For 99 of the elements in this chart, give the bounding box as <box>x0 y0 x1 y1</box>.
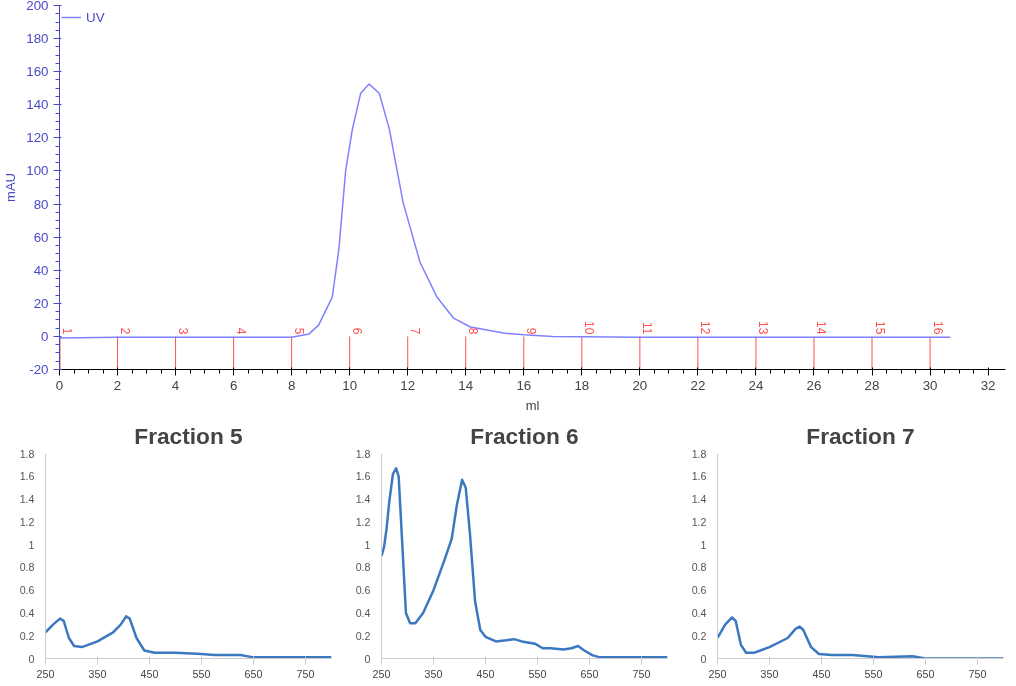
y-tick-label: 1.4 <box>691 493 707 506</box>
annotation: 10 <box>582 321 597 335</box>
x-tick-label: 250 <box>708 667 727 680</box>
y-tick-label: 80 <box>33 196 49 212</box>
x-tick-label: 8 <box>287 377 296 393</box>
y-tick-label: 40 <box>33 262 49 278</box>
y-tick-label: 0.4 <box>355 606 371 619</box>
x-tick-label: 350 <box>760 667 779 680</box>
y-tick-label: 160 <box>26 64 49 80</box>
x-tick-label: 32 <box>980 377 996 393</box>
y-tick-label: 0.6 <box>691 584 707 597</box>
y-tick-label: 0 <box>28 652 35 665</box>
y-axis-title: mAU <box>3 173 19 202</box>
y-tick-label: 1.2 <box>355 515 371 528</box>
y-tick-label: 1 <box>364 538 371 551</box>
x-tick-label: 6 <box>229 377 238 393</box>
y-tick-label: 120 <box>26 130 49 146</box>
x-tick-label: 450 <box>140 667 159 680</box>
y-tick-label: 1 <box>700 538 707 551</box>
annotation: 7 <box>408 327 423 335</box>
y-tick-label: 0.8 <box>691 561 707 574</box>
x-tick-label: 4 <box>171 377 180 393</box>
x-tick-label: 20 <box>632 377 648 393</box>
x-tick-label: 350 <box>88 667 107 680</box>
x-tick-label: 650 <box>244 667 263 680</box>
y-tick-label: 0.2 <box>355 629 371 642</box>
y-tick-label: 180 <box>26 31 49 47</box>
y-tick-label: 0.6 <box>355 584 371 597</box>
annotation: 15 <box>872 321 887 335</box>
x-tick-label: 750 <box>296 667 315 680</box>
x-axis-title: ml <box>525 397 540 413</box>
x-tick-label: 30 <box>922 377 938 393</box>
y-tick-label: 0.2 <box>691 629 707 642</box>
annotation: 16 <box>930 321 945 335</box>
y-tick-label: 0.8 <box>355 561 371 574</box>
y-tick-label: 1.2 <box>691 515 707 528</box>
annotation: 8 <box>466 327 481 335</box>
y-tick-label: 1.4 <box>19 493 35 506</box>
annotation: 2 <box>118 327 133 335</box>
y-tick-label: 1.6 <box>355 470 371 483</box>
annotation: 11 <box>640 321 655 335</box>
y-tick-label: 1.6 <box>19 470 35 483</box>
y-tick-label: 0.2 <box>19 629 35 642</box>
x-tick-label: 22 <box>690 377 706 393</box>
x-tick-label: 650 <box>916 667 935 680</box>
x-tick-label: 14 <box>458 377 474 393</box>
x-tick-label: 450 <box>812 667 831 680</box>
y-tick-label: 0 <box>364 652 371 665</box>
annotation: 5 <box>292 327 307 335</box>
annotation: 1 <box>60 327 74 335</box>
y-tick-label: 200 <box>26 0 49 13</box>
annotation: 4 <box>234 327 249 335</box>
x-tick-label: 750 <box>968 667 987 680</box>
x-tick-label: 18 <box>574 377 590 393</box>
y-tick-label: 0.6 <box>19 584 35 597</box>
y-tick-label: -20 <box>29 362 49 377</box>
chart-title: Fraction 7 <box>806 422 915 449</box>
annotation: 14 <box>814 321 829 335</box>
chart-title: Fraction 6 <box>470 422 579 449</box>
x-tick-label: 10 <box>342 377 358 393</box>
y-tick-label: 0 <box>41 328 49 344</box>
y-tick-label: 20 <box>33 295 49 311</box>
x-tick-label: 550 <box>864 667 883 680</box>
y-tick-label: 60 <box>33 229 49 245</box>
x-tick-label: 0 <box>55 377 64 393</box>
annotation: 9 <box>524 327 539 335</box>
y-tick-label: 1.8 <box>19 447 35 460</box>
y-tick-label: 0 <box>700 652 707 665</box>
x-tick-label: 2 <box>113 377 122 393</box>
x-tick-label: 550 <box>528 667 547 680</box>
annotation: 6 <box>350 327 365 335</box>
x-tick-label: 26 <box>806 377 822 393</box>
legend-label: UV <box>86 9 106 25</box>
x-tick-label: 750 <box>632 667 651 680</box>
y-tick-label: 1.2 <box>19 515 35 528</box>
x-tick-label: 450 <box>476 667 495 680</box>
x-tick-label: 24 <box>748 377 764 393</box>
x-tick-label: 250 <box>36 667 55 680</box>
x-tick-label: 28 <box>864 377 880 393</box>
y-tick-label: 1.6 <box>691 470 707 483</box>
annotation: 13 <box>756 321 771 335</box>
y-tick-label: 0.8 <box>19 561 35 574</box>
y-tick-label: 100 <box>26 163 49 179</box>
y-tick-label: 0.4 <box>19 606 35 619</box>
y-tick-label: 1 <box>28 538 35 551</box>
chart-title: Fraction 5 <box>134 422 243 449</box>
y-tick-label: 1.8 <box>691 447 707 460</box>
x-tick-label: 550 <box>192 667 211 680</box>
y-tick-label: 140 <box>26 97 49 113</box>
y-tick-label: 0.4 <box>691 606 707 619</box>
y-tick-label: 1.8 <box>355 447 371 460</box>
y-tick-label: 1.4 <box>355 493 371 506</box>
annotation: 3 <box>176 327 191 335</box>
annotation: 12 <box>698 321 713 335</box>
x-tick-label: 650 <box>580 667 599 680</box>
x-tick-label: 250 <box>372 667 391 680</box>
x-tick-label: 16 <box>516 377 532 393</box>
x-tick-label: 12 <box>400 377 416 393</box>
x-tick-label: 350 <box>424 667 443 680</box>
